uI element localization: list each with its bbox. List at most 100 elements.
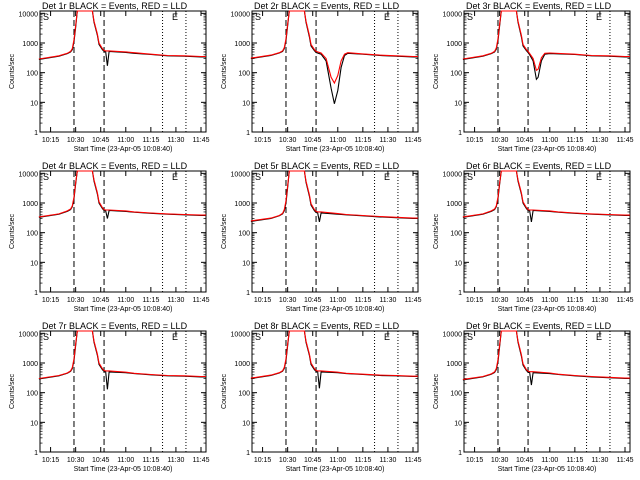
x-tick-label: 11:30 <box>167 297 184 304</box>
x-tick-label: 10:15 <box>466 457 484 464</box>
panel-det-8: Det 8r BLACK = Events, RED = LLD 1 10 100 10… <box>221 321 422 473</box>
x-tick-label: 11:15 <box>566 137 583 144</box>
y-axis-label: Counts/sec <box>433 373 440 409</box>
marker-e: E <box>384 332 390 342</box>
x-tick-label: 11:15 <box>566 457 583 464</box>
y-tick-label: 100 <box>450 71 462 78</box>
x-tick-label: 10:45 <box>304 137 322 144</box>
y-tick-label: 100 <box>450 391 462 398</box>
series-lld <box>250 330 418 379</box>
y-axis-label: Counts/sec <box>221 373 228 409</box>
x-tick-label: 11:00 <box>541 457 558 464</box>
plot-frame <box>463 170 631 293</box>
x-tick-label: 10:15 <box>254 457 272 464</box>
x-tick-label: 11:30 <box>167 137 184 144</box>
x-tick-label: 11:15 <box>354 457 371 464</box>
y-tick-label: 1 <box>34 450 38 457</box>
x-tick-label: 10:45 <box>92 137 110 144</box>
y-tick-label: 10000 <box>19 331 39 338</box>
x-tick-label: 11:45 <box>192 457 209 464</box>
panel-det-3: Det 3r BLACK = Events, RED = LLD 1 10 100 10… <box>433 1 634 153</box>
x-tick-label: 10:30 <box>67 137 85 144</box>
marker-s: S <box>467 332 473 342</box>
panel-det-9: Det 9r BLACK = Events, RED = LLD 1 10 100 10… <box>433 321 634 473</box>
y-tick-label: 1000 <box>22 361 38 368</box>
panel-det-2: Det 2r BLACK = Events, RED = LLD 1 10 100 10… <box>221 1 422 153</box>
x-axis-label: Start Time (23-Apr-05 10:08:40) <box>498 306 597 313</box>
y-tick-label: 10000 <box>231 331 251 338</box>
plot-frame <box>463 330 631 453</box>
series-lld <box>38 330 206 380</box>
x-axis-label: Start Time (23-Apr-05 10:08:40) <box>498 466 597 473</box>
y-tick-label: 10000 <box>19 171 39 178</box>
y-axis-label: Counts/sec <box>221 53 228 89</box>
panel-title: Det 9r BLACK = Events, RED = LLD <box>466 321 612 331</box>
y-tick-label: 10 <box>454 100 462 107</box>
y-tick-label: 10000 <box>231 171 251 178</box>
x-axis-label: Start Time (23-Apr-05 10:08:40) <box>74 466 173 473</box>
y-tick-label: 1 <box>34 290 38 297</box>
x-tick-label: 10:45 <box>92 297 110 304</box>
x-tick-label: 11:15 <box>142 137 159 144</box>
x-tick-label: 10:30 <box>279 457 297 464</box>
x-tick-label: 10:15 <box>42 137 60 144</box>
plot-frame <box>251 170 419 293</box>
y-tick-label: 100 <box>26 71 38 78</box>
x-axis-label: Start Time (23-Apr-05 10:08:40) <box>286 306 385 313</box>
x-axis-label: Start Time (23-Apr-05 10:08:40) <box>498 146 597 153</box>
y-tick-label: 10000 <box>443 11 463 18</box>
x-tick-label: 10:30 <box>67 457 85 464</box>
x-tick-label: 11:30 <box>591 457 608 464</box>
plot-frame <box>251 10 419 133</box>
y-tick-label: 1 <box>458 290 462 297</box>
series-lld <box>462 330 630 380</box>
x-tick-label: 11:45 <box>404 297 421 304</box>
y-tick-label: 1000 <box>234 201 250 208</box>
marker-s: S <box>43 172 49 182</box>
x-tick-label: 10:30 <box>279 137 297 144</box>
marker-s: S <box>467 172 473 182</box>
series-events <box>38 10 206 66</box>
x-tick-label: 11:30 <box>591 137 608 144</box>
series-lld <box>462 170 630 218</box>
marker-e: E <box>596 332 602 342</box>
x-tick-label: 11:30 <box>167 457 184 464</box>
x-tick-label: 11:45 <box>616 137 633 144</box>
plot-frame <box>39 170 207 293</box>
y-tick-label: 100 <box>450 231 462 238</box>
y-tick-label: 1 <box>246 450 250 457</box>
y-tick-label: 10 <box>30 100 38 107</box>
x-axis-label: Start Time (23-Apr-05 10:08:40) <box>74 306 173 313</box>
x-tick-label: 10:15 <box>466 137 484 144</box>
y-tick-label: 10 <box>242 260 250 267</box>
y-tick-label: 10 <box>454 420 462 427</box>
x-tick-label: 11:15 <box>566 297 583 304</box>
x-tick-label: 10:45 <box>92 457 110 464</box>
x-tick-label: 11:00 <box>541 137 558 144</box>
y-tick-label: 1000 <box>22 41 38 48</box>
series-events <box>38 170 206 219</box>
y-tick-label: 1000 <box>446 361 462 368</box>
x-tick-label: 10:15 <box>42 297 60 304</box>
x-tick-label: 11:45 <box>192 137 209 144</box>
x-tick-label: 11:45 <box>192 297 209 304</box>
panel-title: Det 6r BLACK = Events, RED = LLD <box>466 161 612 171</box>
x-tick-label: 11:45 <box>616 297 633 304</box>
x-tick-label: 11:00 <box>329 137 346 144</box>
x-tick-label: 11:45 <box>404 137 421 144</box>
panel-title: Det 3r BLACK = Events, RED = LLD <box>466 1 612 11</box>
x-tick-label: 11:30 <box>591 297 608 304</box>
series-events <box>250 330 418 389</box>
panel-det-7: Det 7r BLACK = Events, RED = LLD 1 10 100 10… <box>9 321 210 473</box>
x-axis-label: Start Time (23-Apr-05 10:08:40) <box>74 146 173 153</box>
series-lld <box>38 170 206 218</box>
panel-title: Det 7r BLACK = Events, RED = LLD <box>42 321 188 331</box>
y-tick-label: 1000 <box>22 201 38 208</box>
x-tick-label: 11:00 <box>117 457 134 464</box>
x-tick-label: 10:15 <box>254 137 272 144</box>
panel-title: Det 1r BLACK = Events, RED = LLD <box>42 1 188 11</box>
x-tick-label: 10:45 <box>304 457 322 464</box>
x-tick-label: 10:45 <box>516 457 534 464</box>
marker-s: S <box>255 12 261 22</box>
marker-s: S <box>467 12 473 22</box>
